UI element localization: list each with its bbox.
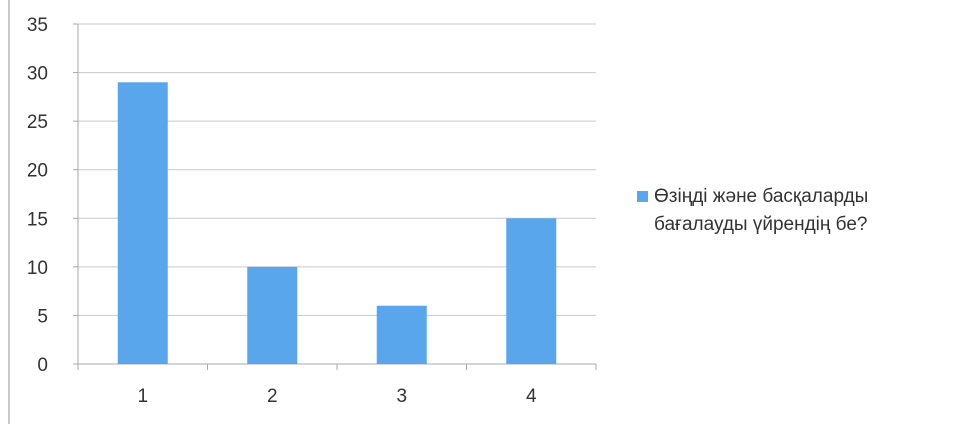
bar-1 bbox=[117, 82, 168, 365]
x-tick-label: 2 bbox=[267, 386, 278, 407]
x-tick-label: 1 bbox=[137, 386, 148, 407]
tick-labels: 0 5 10 15 20 25 30 35 1 2 3 4 bbox=[27, 15, 537, 407]
y-tick-label: 5 bbox=[37, 306, 48, 327]
y-tick-label: 15 bbox=[27, 209, 48, 230]
legend-swatch bbox=[637, 191, 648, 202]
y-tick-label: 25 bbox=[27, 112, 48, 133]
x-tick-label: 4 bbox=[526, 386, 537, 407]
y-tick-label: 10 bbox=[27, 258, 48, 279]
y-tick-label: 20 bbox=[27, 161, 48, 182]
y-tick-label: 0 bbox=[37, 355, 48, 376]
legend: Өзіңді және басқаларды бағалауды үйренді… bbox=[637, 183, 957, 239]
y-tick-label: 35 bbox=[27, 15, 48, 36]
chart-frame-edge bbox=[8, 0, 10, 424]
bars bbox=[117, 82, 557, 365]
x-tick-label: 3 bbox=[396, 386, 407, 407]
bar-2 bbox=[247, 266, 298, 364]
legend-label: Өзіңді және басқаларды бағалауды үйренді… bbox=[654, 186, 869, 235]
bar-3 bbox=[376, 305, 427, 364]
y-tick-label: 30 bbox=[27, 64, 48, 85]
bar-4 bbox=[506, 218, 557, 364]
